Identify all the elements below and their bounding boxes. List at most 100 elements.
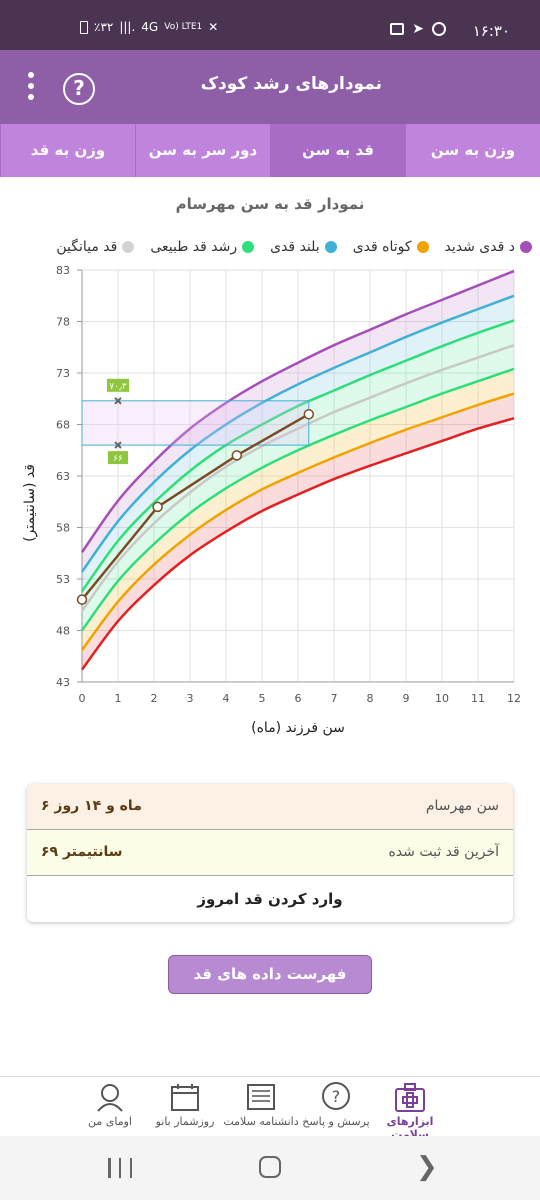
chart-legend: د قدی شدید کوتاه قدی بلند قدی رشد قد طبی… [0, 236, 532, 258]
back-icon[interactable]: ❯ [416, 1152, 438, 1182]
age-label: سن مهرسام [425, 798, 499, 814]
battery-icon [80, 20, 88, 34]
y-axis-label-container: قد (سانتیمتر) [15, 405, 45, 605]
measurement-line [81, 413, 310, 601]
x-tick-label: 9 [403, 692, 410, 705]
recents-icon[interactable] [108, 1158, 132, 1178]
legend-item-average[interactable]: قد میانگین [56, 236, 135, 258]
measurement-point [76, 594, 88, 605]
y-tick-label: 73 [56, 367, 70, 380]
x-tick-label: 11 [471, 692, 485, 705]
band-severe-short [82, 393, 514, 670]
info-card: سن مهرسام ۶ ماه و ۱۴ روز آخرین قد ثبت شد… [27, 784, 513, 922]
legend-dot-icon [122, 241, 135, 253]
status-bar: ٪۳۲ |||. 4G Vo) LTE1 ✕ ➤ ۱۶:۳۰ [0, 0, 540, 50]
age-value: ۶ ماه و ۱۴ روز [41, 798, 142, 814]
y-tick-label: 68 [56, 419, 70, 432]
enter-height-button[interactable]: وارد کردن قد امروز [197, 890, 343, 908]
measurement-point [152, 501, 163, 513]
legend-item-normal[interactable]: رشد قد طبیعی [150, 236, 255, 258]
range-low-badge [108, 451, 128, 465]
range-low-marker [114, 441, 122, 449]
band-very-tall [82, 271, 514, 572]
range-high-badge [107, 378, 129, 392]
nav-label: پرسش و پاسخ [302, 1115, 370, 1128]
nav-encyclopedia[interactable]: دانشنامه سلامت [222, 1081, 300, 1128]
range-box [81, 400, 310, 446]
nav-qa[interactable]: ? پرسش و پاسخ [300, 1081, 372, 1128]
nav-health-tools[interactable]: ابزارهای سلامت [370, 1081, 450, 1141]
x-tick-label: 7 [331, 692, 338, 705]
last-height-row: آخرین قد ثبت شده ۶۹ سانتیمتر [27, 830, 513, 876]
battery-text: ٪۳۲ [94, 20, 114, 34]
help-icon[interactable]: ? [63, 73, 95, 105]
profile-icon [97, 1084, 123, 1112]
tab-weight-for-age[interactable]: وزن به سن [405, 124, 540, 177]
x-tick-label: 0 [79, 692, 86, 705]
calendar-icon [171, 1084, 199, 1111]
overflow-menu-icon[interactable] [26, 72, 36, 106]
tab-weight-for-height[interactable]: وزن به قد [0, 124, 135, 177]
y-tick-label: 78 [56, 316, 70, 329]
y-tick-label: 58 [56, 522, 70, 535]
network-text: 4G [141, 20, 159, 34]
measurement-point [303, 408, 315, 420]
nav-profile[interactable]: اومای من [80, 1081, 140, 1128]
svg-text:?: ? [332, 1087, 341, 1106]
legend-dot-icon [242, 241, 255, 253]
signal-icon: |||. [119, 20, 136, 34]
legend-dot-icon [416, 241, 429, 253]
app-e-icon [432, 22, 446, 36]
x-tick-label: 6 [295, 692, 302, 705]
x-tick-label: 10 [435, 692, 449, 705]
question-bubble-icon: ? [322, 1082, 350, 1110]
legend-label: قد میانگین [56, 239, 118, 255]
app-bar: ? نمودارهای رشد کودک [0, 50, 540, 124]
x-tick-label: 2 [151, 692, 158, 705]
lte-text: Vo) LTE1 [164, 22, 203, 32]
range-high-marker [114, 397, 122, 405]
x-axis-label: سن فرزند (ماه) [251, 720, 345, 736]
band-short [82, 368, 514, 651]
nav-label: اومای من [88, 1115, 132, 1128]
y-tick-label: 43 [56, 676, 70, 689]
series-line-blue [80, 294, 515, 573]
legend-item-short[interactable]: کوتاه قدی [353, 236, 429, 258]
y-tick-label: 53 [56, 573, 70, 586]
x-tick-label: 3 [187, 692, 194, 705]
series-line-orange [80, 392, 515, 651]
status-time: ۱۶:۳۰ [472, 22, 510, 40]
band-normal [82, 320, 514, 631]
band-tall [82, 295, 514, 592]
nav-calendar[interactable]: روزشمار بانو [150, 1081, 220, 1128]
legend-dot-icon [520, 241, 532, 253]
medical-kit-icon [395, 1083, 425, 1112]
system-nav-bar: ❯ [0, 1136, 540, 1200]
age-row: سن مهرسام ۶ ماه و ۱۴ روز [27, 784, 513, 830]
x-tick-label: 12 [507, 692, 521, 705]
gallery-icon [390, 23, 405, 35]
tab-head-circumference[interactable]: دور سر به سن [135, 124, 270, 177]
chart-title: نمودار قد به سن مهرسام [175, 195, 365, 213]
legend-item-tall[interactable]: بلند قدی [270, 236, 337, 258]
bottom-nav: ابزارهای سلامت ? پرسش و پاسخ دانشنامه سل… [0, 1076, 540, 1141]
legend-label: رشد قد طبیعی [150, 239, 238, 255]
status-right: ➤ [390, 21, 446, 37]
legend-item-severe-short[interactable]: د قدی شدید [445, 236, 532, 258]
legend-label: د قدی شدید [444, 239, 515, 255]
home-icon[interactable] [259, 1156, 281, 1178]
height-data-list-button[interactable]: فهرست داده های قد مهرسام [168, 955, 372, 1019]
x-tick-label: 8 [367, 692, 374, 705]
y-tick-label: 63 [56, 470, 70, 483]
series-line-green_high [80, 319, 515, 593]
legend-label: بلند قدی [270, 239, 320, 255]
series-line-red [80, 417, 515, 671]
legend-dot-icon [324, 241, 337, 253]
status-left: ٪۳۲ |||. 4G Vo) LTE1 ✕ [80, 20, 218, 34]
tab-height-for-age[interactable]: قد به سن [270, 124, 405, 177]
measurement-point [231, 450, 243, 461]
series-line-purple [80, 269, 515, 553]
x-tick-label: 4 [223, 692, 230, 705]
nav-label: دانشنامه سلامت [223, 1115, 299, 1128]
